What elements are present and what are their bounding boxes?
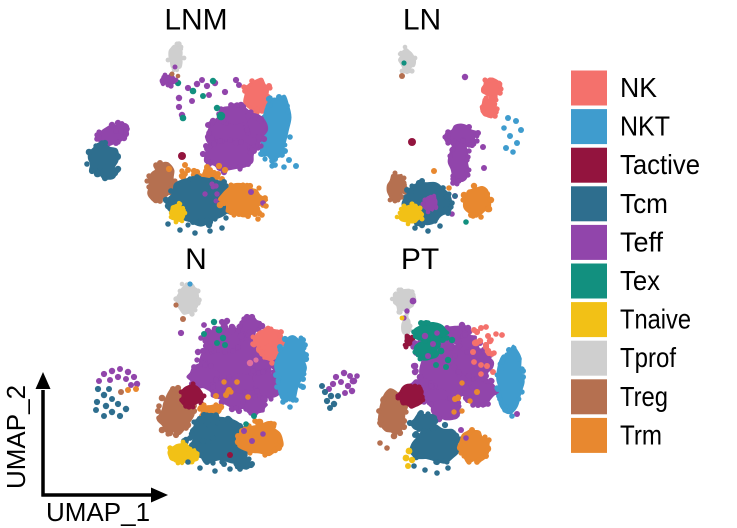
svg-text:NK: NK [620, 72, 657, 103]
svg-text:Tprof: Tprof [620, 342, 676, 373]
svg-text:Tcm: Tcm [620, 188, 668, 219]
svg-text:UMAP_2: UMAP_2 [1, 385, 31, 489]
svg-text:Teff: Teff [620, 226, 663, 257]
svg-text:N: N [185, 243, 207, 276]
svg-text:NKT: NKT [620, 111, 670, 142]
svg-text:UMAP_1: UMAP_1 [46, 497, 150, 527]
svg-text:Treg: Treg [620, 381, 668, 412]
svg-text:Tactive: Tactive [620, 149, 700, 180]
svg-text:Trm: Trm [620, 419, 662, 450]
svg-text:Tex: Tex [620, 265, 660, 296]
svg-text:LNM: LNM [164, 4, 227, 37]
svg-text:LN: LN [403, 4, 441, 37]
svg-text:PT: PT [401, 243, 439, 276]
svg-text:Tnaive: Tnaive [620, 304, 691, 335]
